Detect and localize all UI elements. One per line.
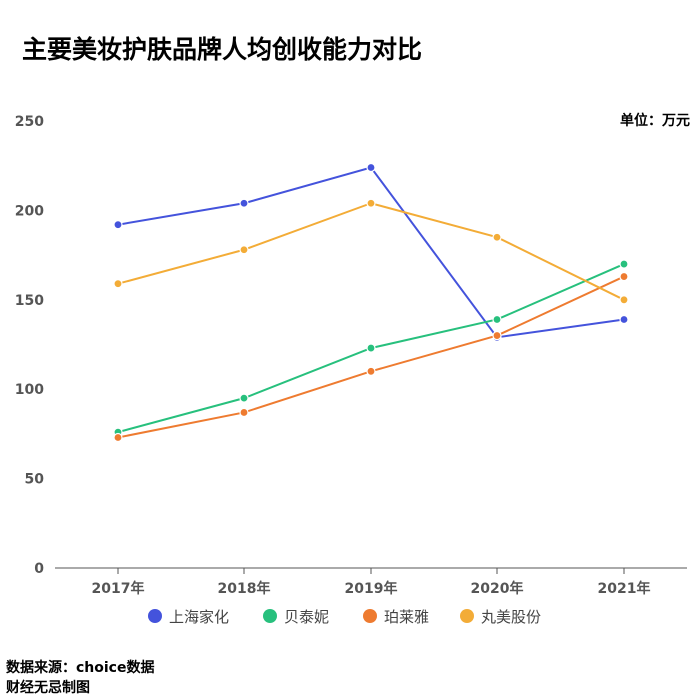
- credit-note: 财经无忌制图: [6, 680, 90, 696]
- y-tick-label: 100: [15, 382, 44, 398]
- y-tick-label: 250: [15, 114, 44, 130]
- source-note: 数据来源：choice数据: [6, 660, 155, 676]
- x-tick-label: 2019年: [345, 580, 398, 597]
- data-point: [619, 259, 629, 269]
- x-tick-label: 2017年: [92, 580, 145, 597]
- data-point: [619, 295, 629, 305]
- legend-marker: [148, 609, 162, 623]
- y-tick-label: 200: [15, 203, 44, 219]
- data-point: [366, 162, 376, 173]
- x-tick-label: 2018年: [218, 580, 271, 597]
- series-line-珀莱雅: [117, 275, 625, 439]
- data-point: [239, 198, 249, 208]
- chart-title: 主要美妆护肤品牌人均创收能力对比: [22, 35, 423, 64]
- legend-label: 上海家化: [169, 608, 229, 626]
- y-tick-label: 50: [25, 472, 45, 488]
- unit-label: 单位：万元: [620, 113, 690, 129]
- x-tick-label: 2020年: [471, 580, 524, 597]
- legend-label: 贝泰妮: [284, 608, 329, 626]
- y-tick-label: 150: [15, 293, 44, 309]
- legend-marker: [363, 609, 377, 623]
- x-tick-label: 2021年: [598, 580, 651, 597]
- data-point: [492, 330, 502, 341]
- data-point: [619, 271, 629, 282]
- data-point: [239, 393, 249, 403]
- data-point: [492, 232, 502, 242]
- series-line-丸美股份: [117, 202, 625, 301]
- data-point: [113, 279, 123, 289]
- legend-marker: [460, 609, 474, 623]
- data-point: [239, 407, 249, 418]
- y-tick-label: 0: [34, 561, 44, 577]
- data-point: [366, 343, 376, 353]
- data-point: [492, 314, 502, 325]
- data-point: [366, 198, 376, 208]
- legend-label: 丸美股份: [481, 608, 541, 626]
- data-point: [366, 366, 376, 376]
- data-point: [113, 220, 123, 230]
- data-point: [619, 314, 629, 325]
- data-point: [239, 245, 249, 255]
- data-point: [113, 432, 123, 443]
- legend-marker: [263, 609, 277, 623]
- legend-label: 珀莱雅: [384, 608, 429, 626]
